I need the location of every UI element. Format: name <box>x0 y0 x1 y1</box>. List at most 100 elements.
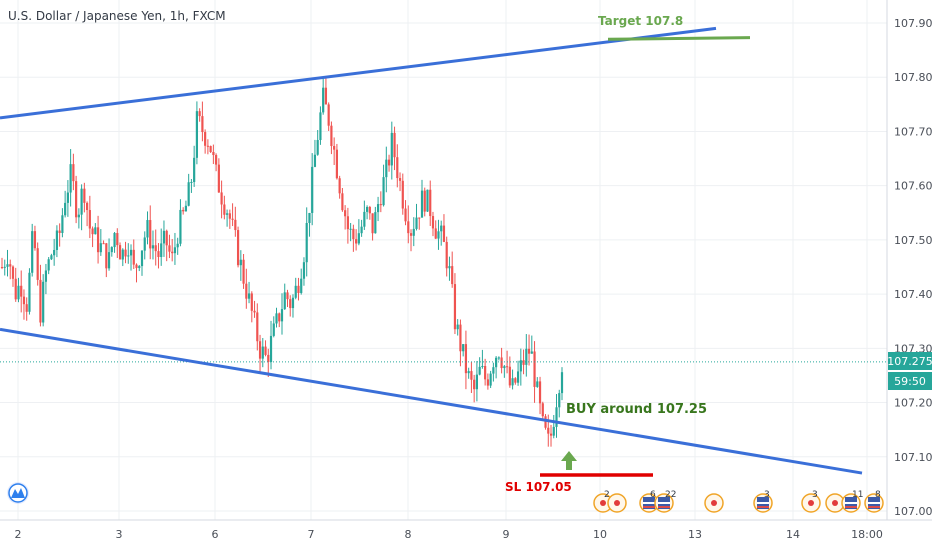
candle-body <box>83 188 86 203</box>
candle-body <box>492 367 495 374</box>
event-icon[interactable]: 6 <box>639 490 659 513</box>
candle-body <box>333 146 336 150</box>
candle-body <box>204 132 207 146</box>
candle-body <box>497 357 500 359</box>
candle-body <box>231 218 234 220</box>
candle-body <box>484 366 487 380</box>
candle-body <box>206 145 209 147</box>
candle-body <box>429 189 432 217</box>
candle-body <box>215 155 218 165</box>
candle-body <box>220 192 223 205</box>
price-axis-panel[interactable] <box>887 0 932 520</box>
candle-body <box>368 206 371 214</box>
candle-body <box>311 166 314 213</box>
candle-body <box>426 189 429 212</box>
tradingview-logo-icon[interactable] <box>7 482 29 504</box>
candle-body <box>236 230 240 266</box>
candle-body <box>415 217 418 229</box>
event-count-label: 8 <box>875 490 881 500</box>
candle-body <box>187 182 190 206</box>
candle-body <box>209 146 212 152</box>
candle-body <box>407 221 410 234</box>
candle-body <box>102 243 105 245</box>
candle-body <box>365 206 369 212</box>
candle-body <box>431 216 435 229</box>
candle-body <box>338 178 341 194</box>
candle-body <box>360 226 363 234</box>
candle-body <box>264 346 267 355</box>
candle-body <box>283 292 286 310</box>
candle-body <box>44 270 48 282</box>
candle-body <box>475 374 479 390</box>
event-icon[interactable]: 11 <box>841 490 863 513</box>
candle-body <box>275 313 278 324</box>
candle-body <box>269 335 273 362</box>
candle-body <box>522 360 525 365</box>
candle-body <box>357 233 360 244</box>
candle-body <box>404 208 407 222</box>
buy-arrow-icon <box>561 451 577 470</box>
event-icon[interactable] <box>607 493 627 513</box>
candle-body <box>451 266 454 285</box>
candle-body <box>157 251 160 258</box>
candle-body <box>9 264 12 267</box>
candle-body <box>245 283 248 299</box>
candle-body <box>85 202 89 211</box>
candle-body <box>223 204 226 215</box>
candle-body <box>401 180 404 209</box>
candle-body <box>508 366 511 386</box>
candle-body <box>138 266 141 269</box>
candle-body <box>382 177 385 206</box>
candle-body <box>525 348 528 365</box>
event-icon[interactable]: 2 <box>593 490 613 513</box>
time-axis-panel[interactable] <box>0 520 932 550</box>
candle-body <box>289 299 292 309</box>
candle-body <box>217 164 220 193</box>
event-count-label: 11 <box>852 490 863 500</box>
event-icon[interactable] <box>825 493 845 513</box>
candle-body <box>352 228 355 240</box>
candle-body <box>486 379 489 386</box>
event-icon[interactable]: 3 <box>753 490 773 513</box>
target-level-line[interactable] <box>607 36 751 41</box>
event-icon[interactable]: 8 <box>864 490 884 513</box>
time-tick-label: 6 <box>212 528 219 541</box>
price-tick-label: 107.500 <box>894 234 932 247</box>
candle-body <box>11 266 15 279</box>
upper-trendline[interactable] <box>0 26 717 120</box>
events-row[interactable]: 2 6 22 3 3 11 8 <box>593 490 884 513</box>
candle-body <box>390 132 393 166</box>
lower-trendline[interactable] <box>0 327 863 475</box>
candle-body <box>316 140 319 155</box>
candle-body <box>129 249 133 256</box>
event-icon[interactable]: 3 <box>801 490 821 513</box>
candle-body <box>302 262 306 279</box>
candle-body <box>489 373 492 386</box>
candle-body <box>541 403 544 417</box>
candle-body <box>31 231 34 273</box>
candle-body <box>17 285 20 300</box>
event-icon[interactable]: 22 <box>654 490 676 513</box>
candle-body <box>467 371 470 374</box>
candle-body <box>462 344 465 352</box>
candle-body <box>149 220 152 249</box>
candle-body <box>25 304 28 312</box>
candle-body <box>14 278 17 300</box>
event-count-label: 6 <box>650 490 656 500</box>
countdown-label: 59:50 <box>894 375 926 388</box>
time-axis[interactable]: 2 3 6 7 8 9 10 13 14 18:00 <box>15 528 883 541</box>
candle-body <box>267 354 270 362</box>
candle-body <box>470 371 473 380</box>
candle-body <box>42 281 45 323</box>
candle-body <box>387 159 391 166</box>
candle-body <box>344 210 347 217</box>
candle-body <box>127 255 130 257</box>
candle-body <box>69 164 72 193</box>
event-icon[interactable] <box>704 493 724 513</box>
stop-loss-annotation: SL 107.05 <box>505 480 572 494</box>
candle-body <box>418 217 421 219</box>
candle-body <box>96 227 100 253</box>
candle-body <box>171 251 174 254</box>
